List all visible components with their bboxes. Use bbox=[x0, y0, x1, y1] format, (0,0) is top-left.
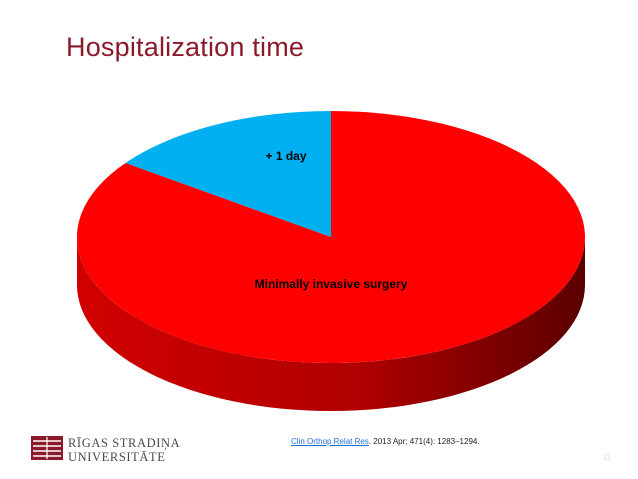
pie-slice-plus-1-day bbox=[125, 111, 332, 237]
logo-line-1: RĪGAS STRADIŅA bbox=[68, 436, 181, 450]
pie-side-wall bbox=[77, 237, 585, 411]
citation-details: . 2013 Apr; 471(4): 1283–1294. bbox=[368, 437, 480, 446]
page-number: 11 bbox=[602, 453, 611, 462]
logo-emblem-icon bbox=[31, 436, 63, 460]
slice-label-minimally-invasive-surgery: Minimally invasive surgery bbox=[255, 277, 408, 291]
citation: Clin Orthop Relat Res. 2013 Apr; 471(4):… bbox=[291, 437, 480, 446]
slice-label-plus-1-day: + 1 day bbox=[265, 149, 306, 163]
slide-title: Hospitalization time bbox=[66, 32, 305, 62]
university-logo: RĪGAS STRADIŅA UNIVERSITĀTE bbox=[30, 433, 180, 467]
citation-link[interactable]: Clin Orthop Relat Res bbox=[291, 437, 369, 446]
logo-line-2: UNIVERSITĀTE bbox=[68, 450, 166, 464]
